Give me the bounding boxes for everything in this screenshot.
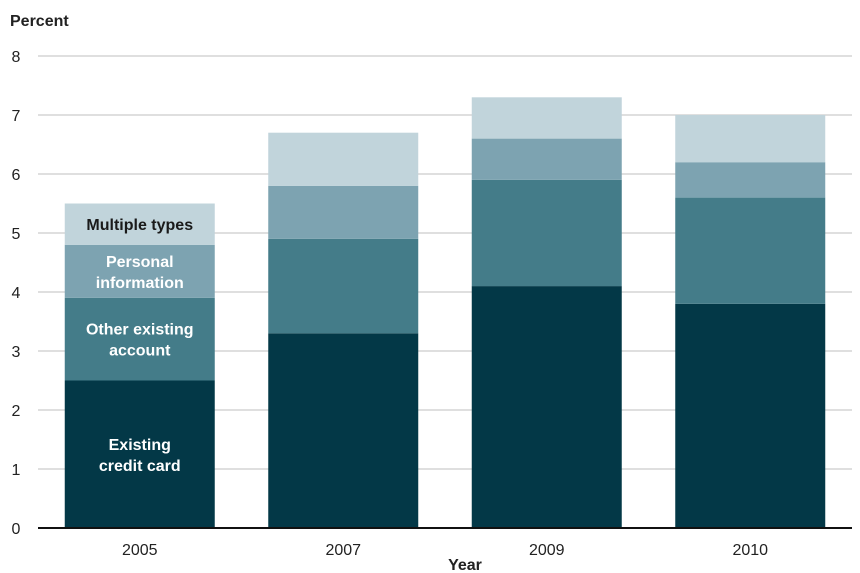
segment-label: Multiple types	[86, 217, 193, 234]
bar-segment	[675, 197, 826, 304]
x-tick-label: 2010	[732, 542, 768, 559]
y-tick-label: 8	[12, 49, 21, 66]
x-tick-label: 2005	[122, 542, 158, 559]
bar-segment	[268, 132, 419, 186]
bar-segment	[471, 286, 622, 528]
y-tick-label: 7	[12, 108, 21, 125]
x-axis-label: Year	[448, 557, 482, 573]
y-tick-label: 1	[12, 462, 21, 479]
bars	[64, 97, 826, 528]
y-tick-label: 4	[12, 285, 21, 302]
y-axis-label: Percent	[10, 13, 69, 30]
segment-label: information	[96, 275, 184, 292]
y-tick-label: 0	[12, 521, 21, 538]
bar-segment	[268, 185, 419, 239]
bar-segment	[675, 115, 826, 163]
bar-segment	[64, 297, 215, 381]
segment-labels: Existing credit card Other existing account…	[86, 217, 194, 475]
x-tick-label: 2007	[325, 542, 361, 559]
bar-segment	[471, 97, 622, 139]
segment-label: Existing	[109, 437, 171, 454]
segment-label: account	[109, 343, 171, 360]
bar-segment	[675, 303, 826, 528]
x-tick-labels: 2005 2007 2009 2010	[122, 542, 768, 559]
y-tick-label: 2	[12, 403, 21, 420]
bar-segment	[471, 138, 622, 180]
bar-segment	[64, 244, 215, 298]
bar-segment	[64, 380, 215, 528]
y-tick-label: 3	[12, 344, 21, 361]
segment-label: Other existing	[86, 322, 194, 339]
segment-label: credit card	[99, 458, 181, 475]
x-tick-label: 2009	[529, 542, 565, 559]
bar-segment	[268, 238, 419, 334]
y-tick-labels: 0 1 2 3 4 5 6 7 8	[12, 49, 21, 538]
bar-segment	[471, 179, 622, 287]
bar-segment	[268, 333, 419, 528]
bar-segment	[675, 162, 826, 198]
y-tick-label: 5	[12, 226, 21, 243]
segment-label: Personal	[106, 254, 174, 271]
bar-segment	[64, 203, 215, 245]
y-tick-label: 6	[12, 167, 21, 184]
